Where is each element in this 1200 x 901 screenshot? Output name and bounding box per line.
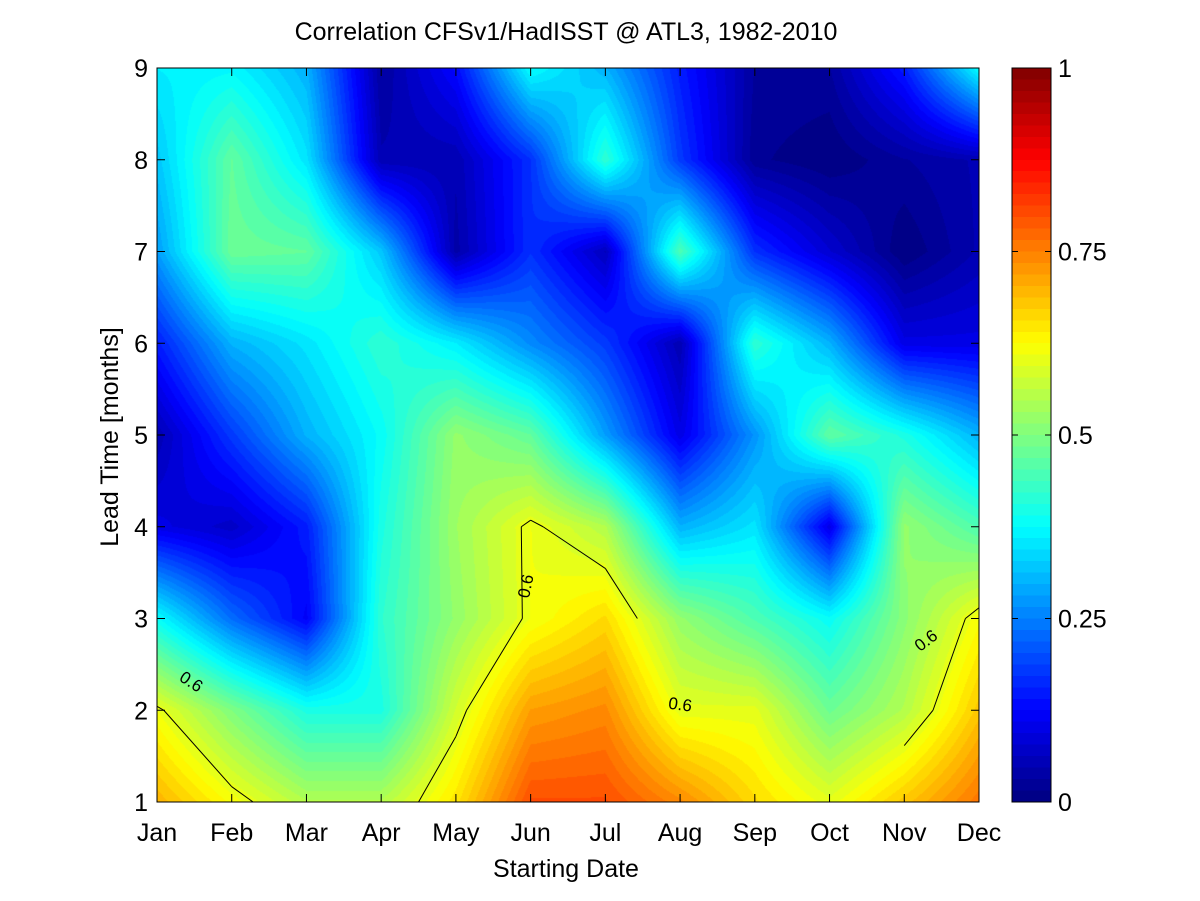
x-tick-label: Aug <box>658 819 702 847</box>
y-axis-ticks: 1 2 3 4 5 6 7 8 9 <box>134 55 979 817</box>
y-tick-label: 3 <box>134 606 148 634</box>
y-axis-label: Lead Time [months] <box>96 327 124 547</box>
y-tick-label: 4 <box>134 514 148 542</box>
y-tick-label: 2 <box>134 697 148 725</box>
contour-segment <box>965 607 980 619</box>
contour-segment <box>163 709 233 788</box>
y-tick-label: 5 <box>134 422 148 450</box>
contour-segment <box>932 618 966 711</box>
contour-layer <box>156 519 980 803</box>
colorbar: 0 0.25 0.5 0.75 1 <box>1011 55 1107 817</box>
contour-segment <box>466 618 523 711</box>
colorbar-tick-label: 0.75 <box>1058 239 1107 267</box>
x-tick-label: Nov <box>882 819 927 847</box>
x-tick-label: Oct <box>810 819 849 847</box>
contour-label: 0.6 <box>514 573 537 600</box>
x-tick-label: May <box>432 819 480 847</box>
contour-segment <box>520 526 523 619</box>
y-tick-label: 8 <box>134 147 148 175</box>
x-tick-label: Jul <box>589 819 621 847</box>
x-axis-label: Starting Date <box>493 855 639 883</box>
contour-segment <box>530 519 544 528</box>
contour-segment <box>455 710 468 737</box>
x-tick-label: Feb <box>210 819 253 847</box>
contour-label: 0.6 <box>667 694 693 716</box>
colorbar-ticks: 0 0.25 0.5 0.75 1 <box>1012 55 1107 817</box>
contour-segment <box>156 705 165 711</box>
contour-segment <box>418 736 457 803</box>
heatmap-surface <box>157 68 979 802</box>
y-tick-label: 9 <box>134 55 148 83</box>
colorbar-tick-label: 1 <box>1058 55 1072 83</box>
plot-area: 0.60.60.60.6 Jan Feb Mar Apr May Jun Jul Aug Sep… <box>134 55 1001 847</box>
contour-segment <box>231 786 254 803</box>
colorbar-tick-label: 0.25 <box>1058 606 1107 634</box>
contour-segment <box>604 568 638 619</box>
x-tick-label: Jan <box>137 819 177 847</box>
colorbar-tick-label: 0 <box>1058 789 1072 817</box>
x-tick-label: Jun <box>510 819 550 847</box>
y-tick-label: 1 <box>134 789 148 817</box>
x-tick-label: Dec <box>957 819 1001 847</box>
y-tick-label: 7 <box>134 239 148 267</box>
colorbar-gradient <box>1012 68 1051 802</box>
x-tick-label: Sep <box>733 819 777 847</box>
x-tick-label: Apr <box>362 819 401 847</box>
contour-segment <box>521 519 531 528</box>
contour-segment <box>542 526 606 569</box>
colorbar-tick-label: 0.5 <box>1058 422 1093 450</box>
y-tick-label: 6 <box>134 330 148 358</box>
x-axis-ticks: Jan Feb Mar Apr May Jun Jul Aug Sep Oct Nov Dec <box>137 68 1001 847</box>
contour-segment <box>903 709 934 746</box>
x-tick-label: Mar <box>285 819 328 847</box>
chart-title: Correlation CFSv1/HadISST @ ATL3, 1982-2… <box>295 18 838 46</box>
